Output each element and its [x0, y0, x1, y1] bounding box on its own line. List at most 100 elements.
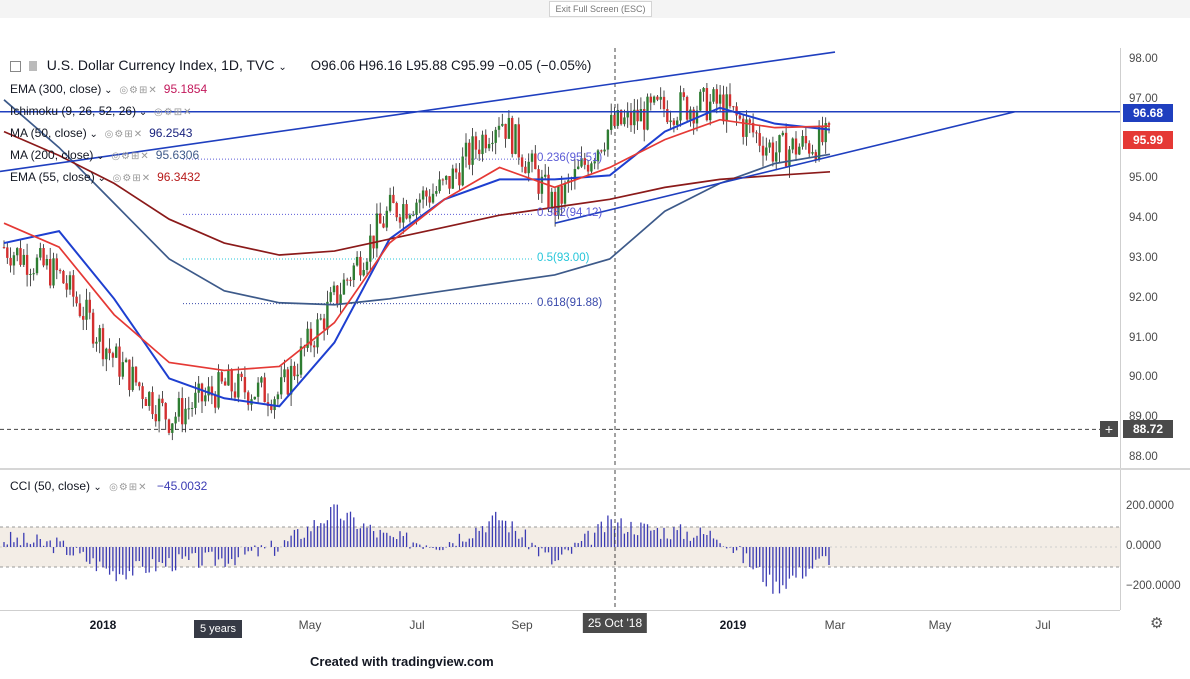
candle-body [540, 176, 544, 194]
candle-body [824, 123, 827, 143]
candle-body [471, 136, 474, 165]
candle-body [151, 392, 154, 415]
time-axis[interactable]: 2018 May Jul Sep 2019 Mar May Jul 25 Oct '18 [0, 610, 1120, 637]
candle-body [9, 257, 12, 266]
price-axis[interactable] [1120, 48, 1190, 610]
candle-body [639, 109, 643, 122]
indicator-controls-icon[interactable]: ◎⚙⊞✕ [111, 151, 150, 162]
chevron-down-icon[interactable]: ⌄ [86, 129, 101, 140]
candle-body [207, 386, 210, 396]
candle-body [692, 109, 695, 124]
candle-body [583, 158, 586, 165]
candle-body [775, 152, 778, 162]
candle-body [85, 299, 88, 320]
range-button[interactable]: 5 years [194, 620, 242, 638]
candle-body [2, 247, 6, 249]
gear-icon[interactable]: ⚙ [1150, 615, 1164, 632]
indicator-legend-row: EMA (300, close) ⌄ ◎⚙⊞✕ 95.1854 [10, 82, 207, 96]
candle-body [573, 169, 577, 181]
candle-body [111, 353, 115, 358]
candle-body [441, 179, 445, 181]
candle-body [415, 202, 418, 215]
chevron-down-icon[interactable]: ⌄ [278, 62, 287, 73]
candle-body [313, 345, 316, 348]
chevron-down-icon[interactable]: ⌄ [101, 85, 116, 96]
indicator-controls-icon[interactable]: ◎⚙⊞✕ [109, 482, 148, 493]
cci-chart[interactable] [0, 470, 1120, 610]
candle-body [167, 419, 171, 433]
indicator-name[interactable]: EMA (300, close) [10, 82, 102, 96]
indicator-name[interactable]: MA (50, close) [10, 126, 87, 140]
candle-body [329, 292, 332, 302]
candle-body [316, 319, 319, 348]
candle-body [118, 346, 121, 377]
candle-body [636, 109, 639, 122]
indicator-name[interactable]: Ichimoku (9, 26, 52, 26) [10, 104, 137, 118]
candle-body [659, 96, 662, 100]
time-tick-label: May [928, 618, 952, 632]
collapse-icon[interactable] [10, 60, 21, 72]
candle-body [293, 365, 296, 377]
candle-body [616, 110, 619, 126]
candle-body [398, 217, 402, 223]
candle-body [164, 403, 167, 420]
candle-body [590, 163, 593, 172]
candle-body [784, 132, 788, 167]
chevron-down-icon[interactable]: ⌄ [94, 173, 109, 184]
candle-body [101, 328, 105, 360]
chevron-down-icon[interactable]: ⌄ [93, 151, 108, 162]
candle-body [395, 203, 398, 218]
indicator-controls-icon[interactable]: ◎⚙⊞✕ [112, 173, 152, 184]
cci-value: −45.0032 [156, 479, 208, 493]
candle-body [817, 125, 821, 160]
candle-body [685, 96, 689, 120]
chevron-down-icon[interactable]: ⌄ [93, 482, 102, 493]
candle-body [138, 382, 141, 387]
indicator-controls-icon[interactable]: ◎⚙⊞✕ [119, 85, 158, 96]
price-chart[interactable] [0, 48, 1120, 468]
candle-body [181, 398, 184, 425]
crosshair-icon[interactable]: + [1100, 421, 1118, 437]
cci-legend: CCI (50, close) ⌄ ◎⚙⊞✕ −45.0032 [10, 479, 207, 493]
indicator-name[interactable]: MA (200, close) [10, 148, 94, 162]
candle-body [682, 92, 685, 97]
candle-body [263, 377, 266, 403]
candle-body [481, 134, 484, 155]
cci-name[interactable]: CCI (50, close) [10, 479, 91, 493]
candle-body [42, 248, 45, 266]
candle-body [58, 270, 62, 272]
candle-body [580, 158, 583, 167]
candle-body [134, 366, 138, 383]
indicator-controls-icon[interactable]: ◎⚙⊞✕ [104, 129, 144, 140]
price-tick-label: 97.00 [1129, 92, 1158, 105]
exit-fullscreen-button[interactable]: Exit Full Screen (ESC) [549, 1, 652, 17]
candle-body [375, 213, 379, 249]
candle-body [392, 194, 395, 204]
candle-body [461, 156, 464, 186]
candle-body [233, 391, 237, 398]
candle-body [214, 395, 217, 408]
candle-body [319, 318, 322, 320]
candle-body [362, 269, 365, 276]
candle-body [421, 190, 425, 200]
candle-body [494, 129, 497, 143]
indicator-controls-icon[interactable]: ◎⚙⊞✕ [154, 107, 193, 118]
indicator-name[interactable]: EMA (55, close) [10, 170, 95, 184]
candle-body [88, 299, 91, 313]
candle-body [49, 258, 52, 286]
chevron-down-icon[interactable]: ⌄ [136, 107, 151, 118]
candle-body [382, 223, 385, 228]
candle-body [629, 110, 633, 126]
candle-body [794, 138, 798, 155]
candle-body [742, 118, 745, 137]
candle-body [751, 122, 755, 133]
indicator-legend-row: Ichimoku (9, 26, 52, 26) ⌄ ◎⚙⊞✕ [10, 104, 198, 118]
pane-divider[interactable] [0, 468, 1190, 470]
candle-body [520, 157, 524, 167]
symbol-title[interactable]: U.S. Dollar Currency Index, 1D, TVC [46, 57, 275, 73]
candle-body [586, 164, 590, 172]
candle-body [78, 303, 82, 316]
fib-level-label: 0.618(91.88) [537, 296, 603, 309]
candle-body [656, 96, 659, 100]
candle-body [504, 123, 507, 139]
